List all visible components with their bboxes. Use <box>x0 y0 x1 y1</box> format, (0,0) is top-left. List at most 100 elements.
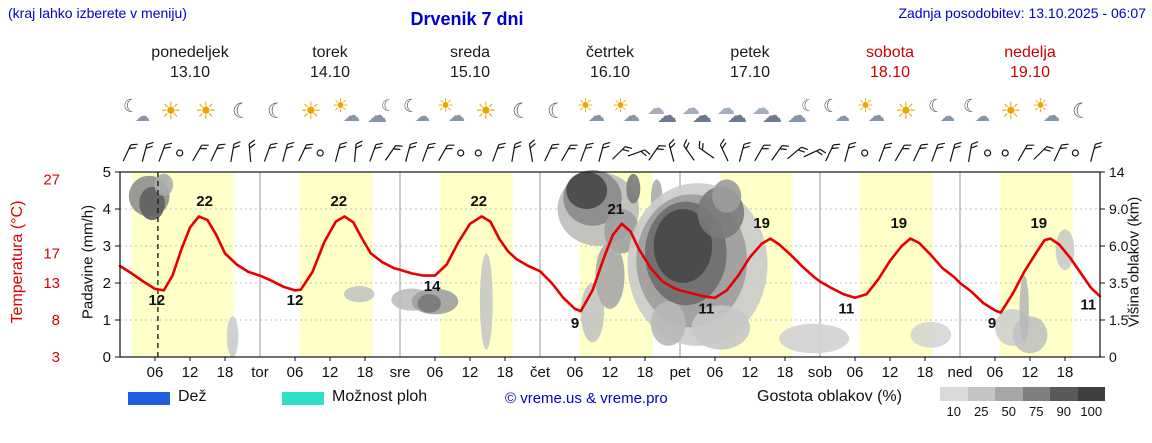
sun-cloud-icon: ☀ ☁ <box>332 95 360 126</box>
wind-barb-icon <box>210 143 226 162</box>
cloud-density-blob <box>650 301 686 346</box>
precip-tick-label: 1 <box>103 312 111 329</box>
clouds-icon: ☁ ☁ <box>717 98 747 127</box>
x-hour-label: 06 <box>287 364 304 381</box>
sun-icon: ☀ <box>160 97 182 125</box>
temperature-value-label: 22 <box>330 193 347 210</box>
cloud-moon-icon: ☾ ☁ <box>787 96 816 127</box>
wind-barb-icon <box>913 143 929 162</box>
day-name-ponedeljek: ponedeljek <box>151 44 229 61</box>
day-name-četrtek: četrtek <box>585 44 634 61</box>
wind-barb-icon <box>598 141 611 162</box>
temperature-value-label: 9 <box>571 315 579 332</box>
wind-barb-icon <box>122 143 138 162</box>
wind-barb-icon <box>738 141 751 162</box>
wind-barb-icon <box>263 142 278 162</box>
calm-wind-icon <box>474 149 482 157</box>
moon-cloud-icon: ☾ ☁ <box>928 96 955 125</box>
cloud-density-swatch-10 <box>940 387 968 401</box>
x-hour-label: 06 <box>707 364 724 381</box>
wind-barb-icon <box>754 144 771 162</box>
page-title: Drvenik 7 dni <box>410 9 524 29</box>
day-name-torek: torek <box>312 44 348 61</box>
day-date: 13.10 <box>169 64 211 81</box>
moon-cloud-icon: ☾ ☁ <box>963 96 990 125</box>
wind-barb-icon <box>192 144 209 162</box>
sun-icon: ☀ <box>1000 97 1022 125</box>
temperature-value-label: 14 <box>424 278 441 295</box>
wind-barb-icon <box>878 142 893 162</box>
wind-barb-icon <box>949 141 962 162</box>
wind-barb-icon <box>612 146 633 160</box>
wind-barb-icon <box>334 141 347 162</box>
x-day-abbr-label: pet <box>670 364 692 381</box>
cloud-density-blob <box>691 305 750 350</box>
cloud-density-blob <box>1012 316 1048 354</box>
temperature-value-label: 19 <box>1030 215 1047 232</box>
cloud-density-swatch-90 <box>1050 387 1078 401</box>
x-day-abbr-label: tor <box>251 364 269 381</box>
x-day-abbr-label: sre <box>390 364 411 381</box>
day-name-sobota: sobota <box>865 44 915 61</box>
temperature-value-label: 22 <box>470 193 487 210</box>
wind-barb-icon <box>158 142 173 162</box>
cloud-density-blob <box>1019 275 1029 343</box>
cloud-density-blob <box>154 173 174 196</box>
x-hour-label: 06 <box>567 364 584 381</box>
temperature-value-label: 19 <box>753 215 770 232</box>
temperature-value-label: 12 <box>287 292 304 309</box>
clouds-icon: ☁ ☁ <box>647 98 677 127</box>
wind-barb-icon <box>668 138 676 162</box>
cloud-density-blob <box>344 286 375 303</box>
wind-barb-icon <box>353 140 363 163</box>
x-hour-label: 18 <box>637 364 654 381</box>
temperature-tick-label: 8 <box>52 312 60 329</box>
cloud-density-tick-label: 75 <box>1029 404 1044 419</box>
rain-legend-label: Dež <box>178 388 207 405</box>
copyright-link[interactable]: © vreme.us & vreme.pro <box>505 390 668 407</box>
wind-barb-icon <box>825 143 841 162</box>
cloud-density-tick-label: 50 <box>1001 404 1016 419</box>
moon-cloud-icon: ☾ ☁ <box>823 96 850 125</box>
temperature-value-label: 21 <box>607 201 624 218</box>
x-hour-label: 18 <box>917 364 934 381</box>
wind-barb-icon <box>384 145 403 161</box>
precip-tick-label: 2 <box>103 275 111 292</box>
wind-barb-icon <box>787 146 809 160</box>
day-date: 19.10 <box>1009 64 1051 81</box>
day-name-petek: petek <box>730 44 770 61</box>
wind-barb-icon <box>369 142 383 162</box>
temperature-value-label: 22 <box>196 193 213 210</box>
x-hour-label: 18 <box>777 364 794 381</box>
wind-barb-icon <box>931 142 945 162</box>
moon-cloud-icon: ☾ ☁ <box>123 96 150 125</box>
cloud-density-scale <box>940 387 1105 401</box>
moon-icon: ☾ <box>547 99 566 123</box>
day-date: 17.10 <box>729 64 771 81</box>
calm-wind-icon <box>176 149 184 157</box>
wind-barb-icon <box>438 144 455 162</box>
wind-barb-icon <box>230 141 241 162</box>
daylight-band <box>439 172 513 357</box>
cloud-density-swatch-75 <box>1022 387 1050 401</box>
precip-tick-label: 5 <box>103 164 111 181</box>
temperature-tick-label: 13 <box>43 275 60 292</box>
x-hour-label: 12 <box>182 364 199 381</box>
wind-barb-icon <box>771 145 790 161</box>
cloud-density-blob <box>479 253 493 350</box>
sun-icon: ☀ <box>475 97 497 125</box>
temperature-curve <box>118 215 1102 314</box>
cloud-density-blob <box>712 179 742 213</box>
x-day-abbr-label: čet <box>530 364 551 381</box>
cloud-density-blob <box>226 316 239 357</box>
day-date: 16.10 <box>589 64 631 81</box>
x-hour-label: 12 <box>882 364 899 381</box>
wind-barb-icon <box>1017 144 1035 162</box>
cloud-density-swatch-100 <box>1077 387 1105 401</box>
cloud-density-tick-label: 100 <box>1080 404 1103 419</box>
wind-barb-icon <box>141 141 154 162</box>
temperature-value-label: 19 <box>890 215 907 232</box>
day-name-nedelja: nedelja <box>1004 44 1056 61</box>
temperature-tick-label: 17 <box>43 245 60 262</box>
